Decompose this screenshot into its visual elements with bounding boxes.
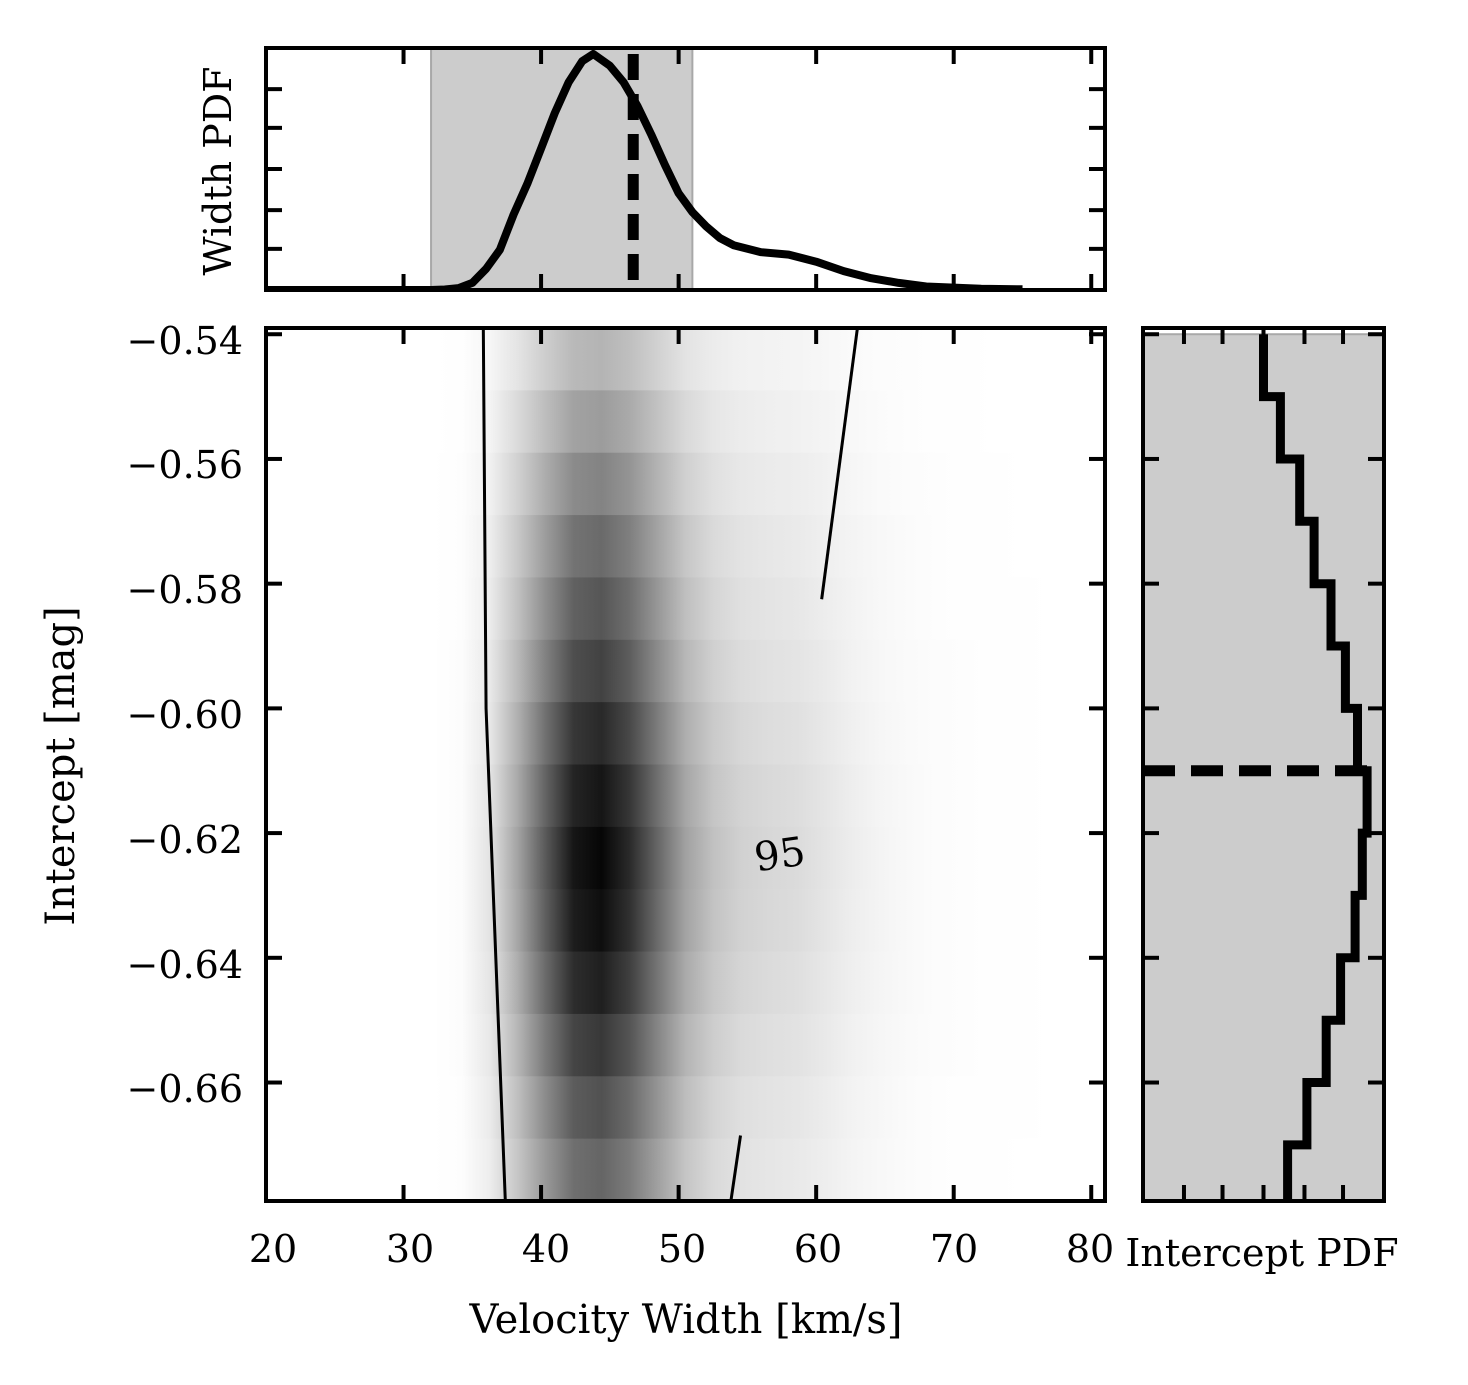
x-tick-label: 80 <box>1066 1227 1114 1271</box>
x-tick-label: 50 <box>658 1227 706 1271</box>
heatmap-row <box>266 1013 1105 1077</box>
y-axis-label: Intercept [mag] <box>38 606 84 926</box>
right-panel-ticks <box>1143 328 1384 1201</box>
y-tick-label: −0.54 <box>127 319 243 363</box>
right-panel: Intercept PDF <box>1125 326 1399 1275</box>
x-tick-label: 20 <box>249 1227 297 1271</box>
x-tick-label: 40 <box>522 1227 570 1271</box>
heatmap-row <box>266 702 1105 765</box>
posterior-heatmap <box>266 328 1105 1201</box>
right-panel-xlabel: Intercept PDF <box>1125 1231 1398 1275</box>
y-tick-label: −0.66 <box>127 1067 243 1111</box>
y-tick-label: −0.58 <box>127 568 243 612</box>
y-tick-label: −0.62 <box>127 818 243 862</box>
y-tick-label: −0.64 <box>127 943 243 987</box>
heatmap-row <box>266 328 1105 391</box>
top-panel-frame <box>264 46 1107 292</box>
heatmap-row <box>266 951 1105 1015</box>
heatmap-row <box>266 515 1105 578</box>
x-tick-label: 30 <box>386 1227 434 1271</box>
y-tick-label: −0.56 <box>127 443 243 487</box>
heatmap-row <box>266 826 1105 890</box>
heatmap-row <box>266 639 1105 703</box>
right-panel-frame <box>1141 326 1386 1203</box>
x-tick-labels: 20 30 40 50 60 70 80 <box>249 1227 1114 1271</box>
contour-95-left <box>481 328 507 1201</box>
y-tick-label: −0.60 <box>127 693 243 737</box>
main-panel-frame <box>264 326 1107 1203</box>
heatmap-row <box>266 390 1105 454</box>
top-panel: Width PDF <box>196 46 1107 292</box>
x-axis-label: Velocity Width [km/s] <box>468 1297 902 1343</box>
top-panel-ticks <box>264 48 1105 290</box>
heatmap-row <box>266 577 1105 641</box>
width-credible-interval-shade <box>430 47 694 291</box>
x-tick-label: 70 <box>930 1227 978 1271</box>
top-panel-ylabel: Width PDF <box>196 66 240 275</box>
heatmap-row <box>266 1138 1105 1201</box>
main-panel: 95 20 30 40 50 60 70 80 −0.54 −0.56 −0.5… <box>38 319 1114 1343</box>
x-tick-label: 60 <box>794 1227 842 1271</box>
heatmap-row <box>266 889 1105 953</box>
heatmap-row <box>266 1076 1105 1140</box>
contour-95-right-upper <box>820 328 859 600</box>
heatmap-row <box>266 764 1105 828</box>
contour-95-right-lower <box>729 1135 743 1201</box>
y-tick-labels: −0.54 −0.56 −0.58 −0.60 −0.62 −0.64 −0.6… <box>127 319 243 1111</box>
contour-label: 95 <box>751 829 808 882</box>
heatmap-row <box>266 452 1105 516</box>
